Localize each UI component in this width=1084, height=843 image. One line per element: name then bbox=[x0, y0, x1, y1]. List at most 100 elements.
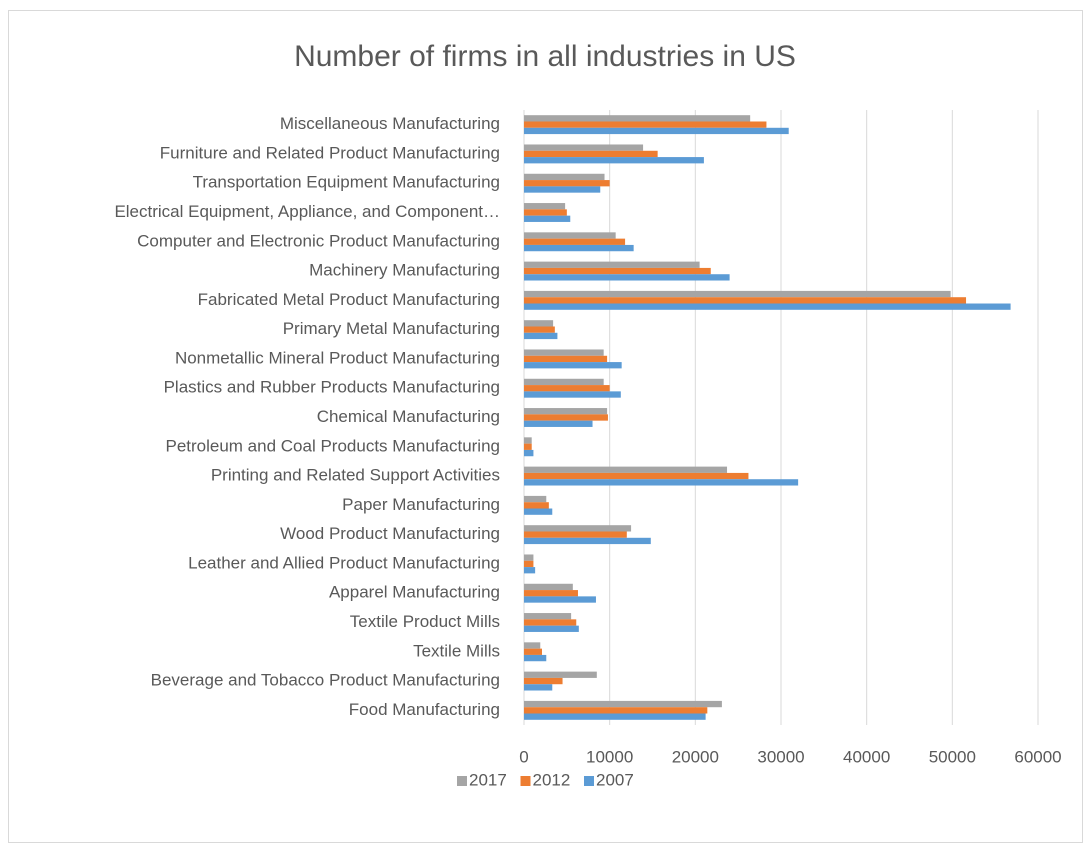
y-tick-label: Transportation Equipment Manufacturing bbox=[193, 173, 500, 192]
bar bbox=[524, 150, 658, 158]
bar bbox=[524, 355, 608, 363]
bar bbox=[524, 303, 1011, 310]
y-tick-label: Plastics and Rubber Products Manufacturi… bbox=[164, 378, 500, 397]
y-tick-label: Textile Product Mills bbox=[350, 612, 500, 631]
legend-swatch bbox=[520, 776, 531, 786]
bar bbox=[524, 502, 549, 509]
bar bbox=[524, 420, 593, 427]
x-tick-label: 0 bbox=[519, 747, 528, 766]
bar bbox=[524, 590, 578, 597]
bar bbox=[524, 232, 616, 239]
x-tick-label: 60000 bbox=[1014, 747, 1061, 766]
bar bbox=[524, 186, 601, 193]
x-tick-label: 40000 bbox=[843, 747, 890, 766]
y-tick-label: Furniture and Related Product Manufactur… bbox=[160, 143, 500, 162]
bar bbox=[524, 642, 541, 649]
bar bbox=[524, 326, 555, 333]
bar bbox=[524, 583, 573, 591]
bar bbox=[524, 531, 627, 538]
y-tick-label: Chemical Manufacturing bbox=[317, 407, 500, 426]
bar bbox=[524, 238, 626, 245]
bar bbox=[524, 209, 567, 216]
bar bbox=[524, 508, 553, 515]
bar bbox=[524, 437, 532, 444]
bar bbox=[524, 173, 605, 181]
bar bbox=[524, 408, 608, 415]
bar bbox=[524, 297, 967, 304]
bar bbox=[524, 320, 554, 327]
bar bbox=[524, 684, 553, 691]
y-tick-label: Miscellaneous Manufacturing bbox=[280, 114, 500, 133]
bar bbox=[524, 349, 604, 356]
y-tick-label: Petroleum and Coal Products Manufacturin… bbox=[165, 436, 500, 455]
bar bbox=[524, 391, 621, 398]
bar bbox=[524, 648, 542, 655]
bar bbox=[524, 290, 951, 298]
legend-swatch bbox=[584, 776, 594, 786]
legend-label: 2017 bbox=[469, 770, 507, 789]
legend-swatch bbox=[457, 776, 467, 786]
bar bbox=[524, 613, 572, 620]
bar bbox=[524, 619, 577, 626]
bar bbox=[524, 479, 799, 486]
y-tick-label: Apparel Manufacturing bbox=[329, 583, 500, 602]
x-tick-label: 50000 bbox=[929, 747, 976, 766]
bar bbox=[524, 267, 711, 275]
bar bbox=[524, 332, 558, 340]
y-tick-label: Printing and Related Support Activities bbox=[211, 466, 500, 485]
bar bbox=[524, 274, 730, 281]
bar bbox=[524, 596, 596, 603]
y-tick-label: Paper Manufacturing bbox=[342, 495, 500, 514]
bar bbox=[524, 495, 547, 503]
x-tick-label: 10000 bbox=[586, 747, 633, 766]
bar bbox=[524, 654, 547, 662]
x-tick-label: 30000 bbox=[757, 747, 804, 766]
bar bbox=[524, 203, 566, 210]
bar bbox=[524, 713, 706, 720]
bar bbox=[524, 144, 644, 151]
bar bbox=[524, 215, 571, 222]
bar bbox=[524, 525, 632, 532]
bar bbox=[524, 180, 610, 187]
y-tick-label: Nonmetallic Mineral Product Manufacturin… bbox=[175, 348, 500, 367]
bar bbox=[524, 554, 534, 561]
bar bbox=[524, 707, 708, 714]
bar bbox=[524, 671, 597, 678]
y-tick-label: Wood Product Manufacturing bbox=[280, 524, 500, 543]
bar bbox=[524, 127, 789, 135]
bar bbox=[524, 244, 634, 252]
y-tick-label: Leather and Allied Product Manufacturing bbox=[188, 553, 500, 572]
y-tick-label: Primary Metal Manufacturing bbox=[283, 319, 500, 338]
x-tick-label: 20000 bbox=[672, 747, 719, 766]
bar bbox=[524, 443, 532, 450]
bar bbox=[524, 466, 728, 473]
bar bbox=[524, 362, 622, 369]
chart-title: Number of firms in all industries in US bbox=[294, 40, 796, 73]
y-tick-label: Beverage and Tobacco Product Manufacturi… bbox=[151, 671, 500, 690]
y-tick-label: Textile Mills bbox=[413, 641, 500, 660]
bar bbox=[524, 121, 767, 128]
bar bbox=[524, 560, 534, 568]
bar bbox=[524, 378, 604, 386]
legend-label: 2012 bbox=[533, 770, 571, 789]
bar bbox=[524, 449, 534, 457]
y-tick-label: Food Manufacturing bbox=[349, 700, 500, 719]
bar bbox=[524, 261, 700, 268]
bar bbox=[524, 700, 722, 708]
bar bbox=[524, 537, 651, 545]
y-tick-label: Fabricated Metal Product Manufacturing bbox=[198, 290, 500, 309]
y-tick-label: Computer and Electronic Product Manufact… bbox=[137, 231, 500, 250]
bar bbox=[524, 567, 536, 574]
bar bbox=[524, 414, 608, 421]
bar bbox=[524, 472, 749, 480]
bar bbox=[524, 115, 751, 122]
y-tick-label: Electrical Equipment, Appliance, and Com… bbox=[114, 202, 500, 221]
bar bbox=[524, 385, 610, 392]
bar bbox=[524, 625, 579, 632]
bar bbox=[524, 157, 704, 164]
bar bbox=[524, 677, 563, 685]
y-tick-label: Machinery Manufacturing bbox=[309, 261, 500, 280]
legend-label: 2007 bbox=[596, 770, 634, 789]
